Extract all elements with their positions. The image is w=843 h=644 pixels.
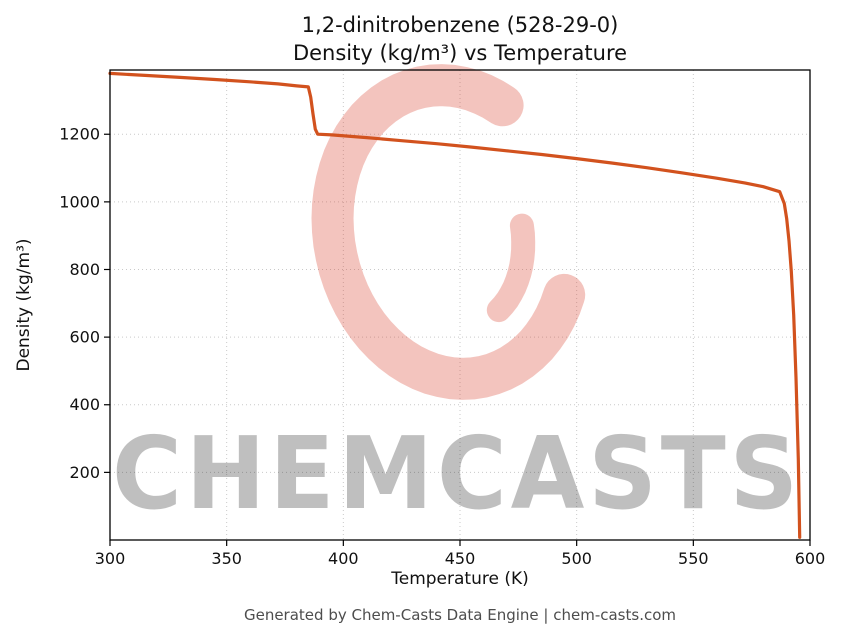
chart-subtitle: Density (kg/m³) vs Temperature (292, 41, 628, 65)
y-tick-label: 600 (69, 328, 100, 347)
watermark-logo (311, 64, 586, 400)
y-axis-label: Density (kg/m³) (14, 238, 34, 372)
x-tick-label: 600 (795, 549, 826, 568)
watermark-layer: CHEMCASTS (112, 64, 802, 532)
y-tick-label: 800 (69, 260, 100, 279)
axis-layer (104, 69, 811, 546)
data-series-layer (108, 71, 802, 539)
y-tick-label: 1200 (59, 125, 100, 144)
footer-text: Generated by Chem-Casts Data Engine | ch… (243, 606, 677, 624)
tick-label-layer: 300 350 400 450 500 550 600 200 400 600 800 1000 120… (59, 125, 825, 568)
watermark-c-ring (311, 64, 586, 400)
plot-border (109, 69, 811, 541)
y-tick-label: 200 (69, 463, 100, 482)
y-tick-label: 1000 (59, 192, 100, 211)
x-tick-label: 400 (328, 549, 359, 568)
chart-title: 1,2-dinitrobenzene (528-29-0) (301, 13, 619, 37)
x-tick-label: 350 (211, 549, 242, 568)
density-line (108, 71, 802, 539)
x-axis-label: Temperature (K) (391, 569, 529, 589)
y-tick-label: 400 (69, 395, 100, 414)
x-tick-label: 550 (678, 549, 709, 568)
x-tick-label: 500 (561, 549, 592, 568)
grid-layer (109, 70, 811, 540)
x-tick-label: 300 (95, 549, 126, 568)
x-tick-label: 450 (445, 549, 476, 568)
watermark-c-tail (486, 213, 536, 323)
watermark-text: CHEMCASTS (112, 415, 802, 532)
